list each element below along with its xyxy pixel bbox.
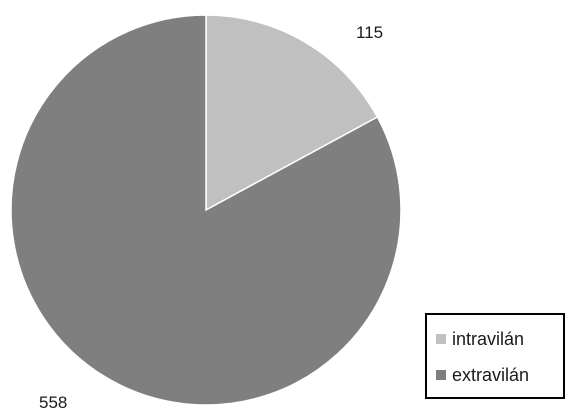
pie-slice-extravilan xyxy=(10,14,402,406)
legend-swatch-extravilan xyxy=(436,370,446,380)
data-label-intravilan: 115 xyxy=(356,23,383,42)
legend-item-extravilan: extravilán xyxy=(436,357,563,393)
data-label-extravilan: 558 xyxy=(39,393,67,412)
legend: intravilán extravilán xyxy=(425,313,565,399)
legend-label-intravilan: intravilán xyxy=(452,328,525,349)
pie-slice-intravilan xyxy=(205,14,379,212)
legend-item-intravilan: intravilán xyxy=(436,321,563,357)
legend-label-extravilan: extravilán xyxy=(452,364,530,385)
pie-slices xyxy=(10,14,402,406)
legend-swatch-intravilan xyxy=(436,334,446,344)
